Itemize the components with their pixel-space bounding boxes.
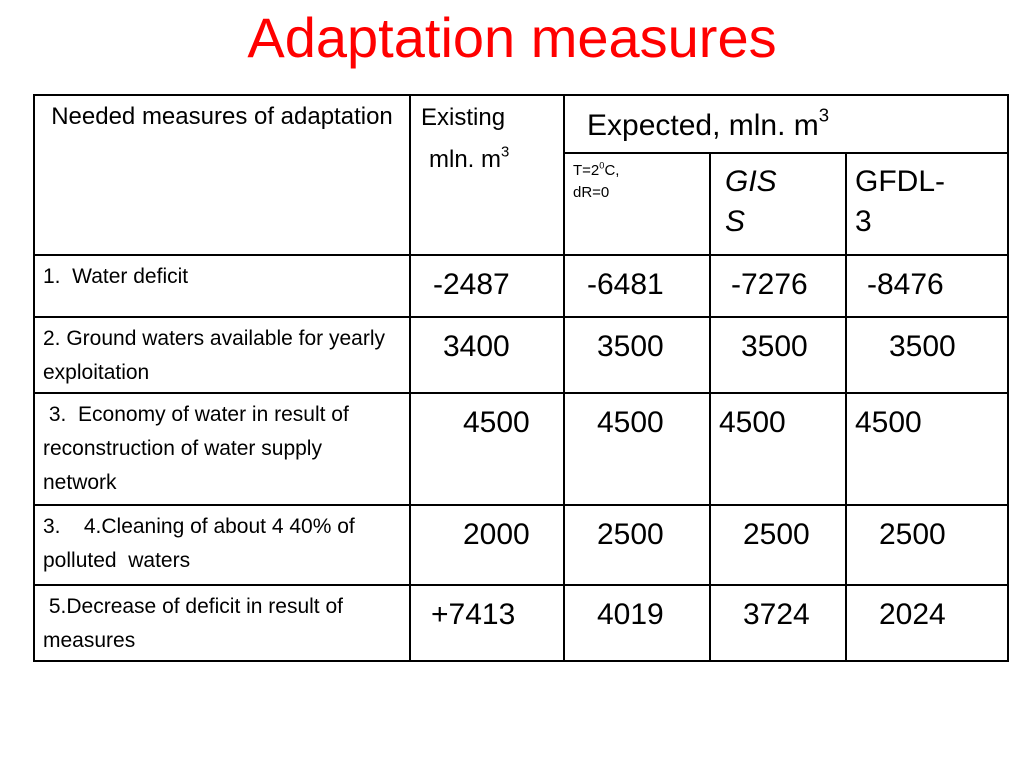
header-expected: Expected, mln. m3 [563, 94, 1009, 154]
value-t2: 4019 [563, 584, 711, 662]
value-existing: 4500 [409, 392, 565, 506]
value-existing: 2000 [409, 504, 565, 586]
adaptation-table: Needed measures of adaptation Existing m… [33, 94, 1009, 662]
value-gfdl3: 4500 [845, 392, 1009, 506]
value-giss: 2500 [709, 504, 847, 586]
value-existing: 3400 [409, 316, 565, 394]
value-giss: 4500 [709, 392, 847, 506]
value-gfdl3: -8476 [845, 254, 1009, 318]
row-label: 3. 4.Cleaning of about 4 40% of polluted… [33, 504, 411, 586]
value-existing: +7413 [409, 584, 565, 662]
value-t2: 3500 [563, 316, 711, 394]
row-label: 3. Economy of water in result of reconst… [33, 392, 411, 506]
value-gfdl3: 2500 [845, 504, 1009, 586]
header-col-t2-dr0: T=20C, dR=0 [563, 152, 711, 256]
header-col-giss: GIS S [709, 152, 847, 256]
row-label: 5.Decrease of deficit in result of measu… [33, 584, 411, 662]
slide-title: Adaptation measures [247, 6, 777, 69]
row-label: 1. Water deficit [33, 254, 411, 318]
header-existing-unit: mln. m3 [429, 144, 510, 173]
value-existing: -2487 [409, 254, 565, 318]
row-label: 2. Ground waters available for yearly ex… [33, 316, 411, 394]
table-row: 3. 4.Cleaning of about 4 40% of polluted… [33, 504, 1009, 586]
value-giss: 3724 [709, 584, 847, 662]
table-row: 5.Decrease of deficit in result of measu… [33, 584, 1009, 662]
value-giss: 3500 [709, 316, 847, 394]
table-row: 3. Economy of water in result of reconst… [33, 392, 1009, 506]
header-existing-label: Existing [421, 104, 506, 131]
value-gfdl3: 3500 [845, 316, 1009, 394]
value-t2: 4500 [563, 392, 711, 506]
value-gfdl3: 2024 [845, 584, 1009, 662]
header-existing: Existing mln. m3 [409, 94, 565, 256]
header-col-gfdl3: GFDL- 3 [845, 152, 1009, 256]
header-needed-measures: Needed measures of adaptation [33, 94, 411, 256]
table-row: 1. Water deficit -2487 -6481 -7276 -8476 [33, 254, 1009, 318]
value-t2: 2500 [563, 504, 711, 586]
table-row: 2. Ground waters available for yearly ex… [33, 316, 1009, 394]
value-giss: -7276 [709, 254, 847, 318]
value-t2: -6481 [563, 254, 711, 318]
